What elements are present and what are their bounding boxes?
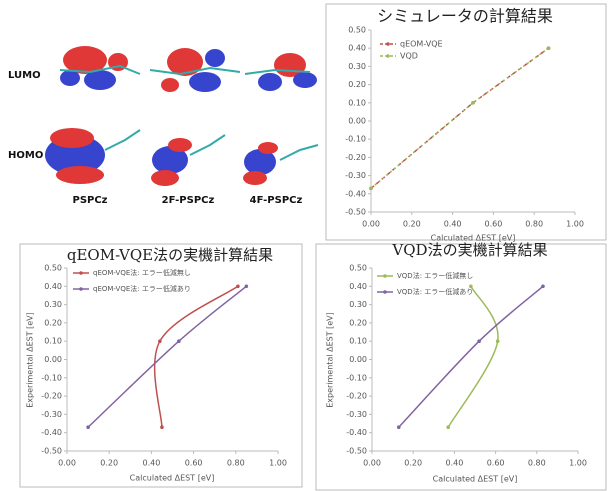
x-tick-label: 0.00 xyxy=(363,459,381,468)
data-point xyxy=(546,46,551,50)
y-tick-label: -0.50 xyxy=(41,447,62,456)
data-point xyxy=(158,339,162,344)
y-axis-label: Experimental ΔEST [eV] xyxy=(326,312,335,408)
data-point xyxy=(469,284,473,289)
data-point xyxy=(244,284,249,289)
y-tick-label: -0.20 xyxy=(41,392,62,401)
x-tick-label: 0.20 xyxy=(404,459,422,468)
y-tick-label: 0.20 xyxy=(44,318,62,327)
chart-frame xyxy=(315,243,607,491)
data-point xyxy=(477,339,481,344)
chart-title: qEOM-VQE法の実機計算結果 xyxy=(67,246,273,264)
y-tick-label: 0.10 xyxy=(349,337,367,346)
x-tick-label: 0.40 xyxy=(445,459,463,468)
y-tick-label: 0.50 xyxy=(348,26,366,35)
x-tick-label: 0.40 xyxy=(444,220,462,229)
y-tick-label: -0.20 xyxy=(345,153,366,162)
y-tick-label: 0.30 xyxy=(349,300,367,309)
y-tick-label: -0.40 xyxy=(345,189,366,198)
x-tick-label: 0.60 xyxy=(487,459,505,468)
y-tick-label: -0.30 xyxy=(345,171,366,180)
data-point xyxy=(471,101,475,105)
x-axis-label: Calculated ΔEST [eV] xyxy=(433,475,518,484)
x-tick-label: 0.60 xyxy=(484,220,502,229)
legend-marker xyxy=(383,274,387,278)
y-tick-label: -0.40 xyxy=(346,428,367,437)
molecule-label: PSPCz xyxy=(72,195,107,206)
row-label: LUMO xyxy=(8,70,41,81)
y-tick-label: 0.40 xyxy=(44,282,62,291)
x-tick-label: 0.60 xyxy=(185,459,203,468)
legend-label: qEOM-VQE法: エラー低減無し xyxy=(93,268,191,277)
y-tick-label: 0.10 xyxy=(44,337,62,346)
y-tick-label: 0.40 xyxy=(349,282,367,291)
x-tick-label: 0.20 xyxy=(403,220,421,229)
molecule-label: 2F-PSPCz xyxy=(162,195,215,206)
y-tick-label: -0.10 xyxy=(41,373,62,382)
y-tick-label: -0.30 xyxy=(346,410,367,419)
y-tick-label: -0.10 xyxy=(345,135,366,144)
y-tick-label: 0.30 xyxy=(348,62,366,71)
data-point xyxy=(541,284,545,289)
chart-frame xyxy=(325,3,607,241)
x-tick-label: 0.80 xyxy=(528,459,546,468)
y-tick-label: 0.50 xyxy=(349,264,367,273)
y-tick-label: 0.10 xyxy=(348,98,366,107)
chart-title: シミュレータの計算結果 xyxy=(377,7,553,26)
legend-marker xyxy=(79,287,83,291)
y-tick-label: 0.00 xyxy=(348,117,366,126)
y-tick-label: -0.40 xyxy=(41,428,62,437)
y-tick-label: 0.00 xyxy=(44,355,62,364)
data-point xyxy=(177,339,181,344)
data-point xyxy=(446,425,451,430)
chart-title: VQD法の実機計算結果 xyxy=(391,241,547,259)
orbital-images xyxy=(45,46,319,186)
y-tick-label: 0.20 xyxy=(348,80,366,89)
y-tick-label: 0.50 xyxy=(44,264,62,273)
legend-marker xyxy=(383,290,387,294)
legend-label: qEOM-VQE法: エラー低減あり xyxy=(93,284,191,293)
legend-label: VQD法: エラー低減無し xyxy=(397,271,473,280)
y-tick-label: -0.30 xyxy=(41,410,62,419)
x-axis-label: Calculated ΔEST [eV] xyxy=(130,474,215,483)
y-tick-label: 0.20 xyxy=(349,318,367,327)
y-axis-label: Experimental ΔEST [eV] xyxy=(26,312,35,408)
x-tick-label: 1.00 xyxy=(566,220,584,229)
data-point xyxy=(160,425,164,430)
y-tick-label: 0.40 xyxy=(348,44,366,53)
legend-marker xyxy=(386,54,390,58)
x-tick-label: 0.20 xyxy=(100,459,118,468)
x-tick-label: 1.00 xyxy=(569,459,587,468)
y-tick-label: -0.50 xyxy=(345,208,366,217)
x-tick-label: 0.00 xyxy=(58,459,76,468)
y-tick-label: -0.50 xyxy=(346,447,367,456)
series-line xyxy=(370,47,549,189)
data-point xyxy=(369,186,373,191)
legend-marker xyxy=(79,271,83,275)
legend-label: VQD法: エラー低減あり xyxy=(397,287,473,296)
y-tick-label: 0.30 xyxy=(44,300,62,309)
x-tick-label: 1.00 xyxy=(269,459,287,468)
x-tick-label: 0.40 xyxy=(142,459,160,468)
legend-label: VQD xyxy=(400,52,418,61)
data-point xyxy=(495,339,500,344)
y-tick-label: -0.20 xyxy=(346,392,367,401)
y-tick-label: 0.00 xyxy=(349,355,367,364)
y-tick-label: -0.10 xyxy=(346,373,367,382)
x-tick-label: 0.80 xyxy=(227,459,245,468)
legend-label: qEOM-VQE xyxy=(400,40,443,49)
data-point xyxy=(396,425,401,430)
row-label: HOMO xyxy=(8,150,43,161)
x-axis-label: Calculated ΔEST [eV] xyxy=(431,234,516,243)
x-tick-label: 0.00 xyxy=(362,220,380,229)
molecule-label: 4F-PSPCz xyxy=(250,195,303,206)
data-point xyxy=(236,284,240,289)
data-point xyxy=(86,425,90,430)
legend-marker xyxy=(386,42,390,46)
x-tick-label: 0.80 xyxy=(525,220,543,229)
